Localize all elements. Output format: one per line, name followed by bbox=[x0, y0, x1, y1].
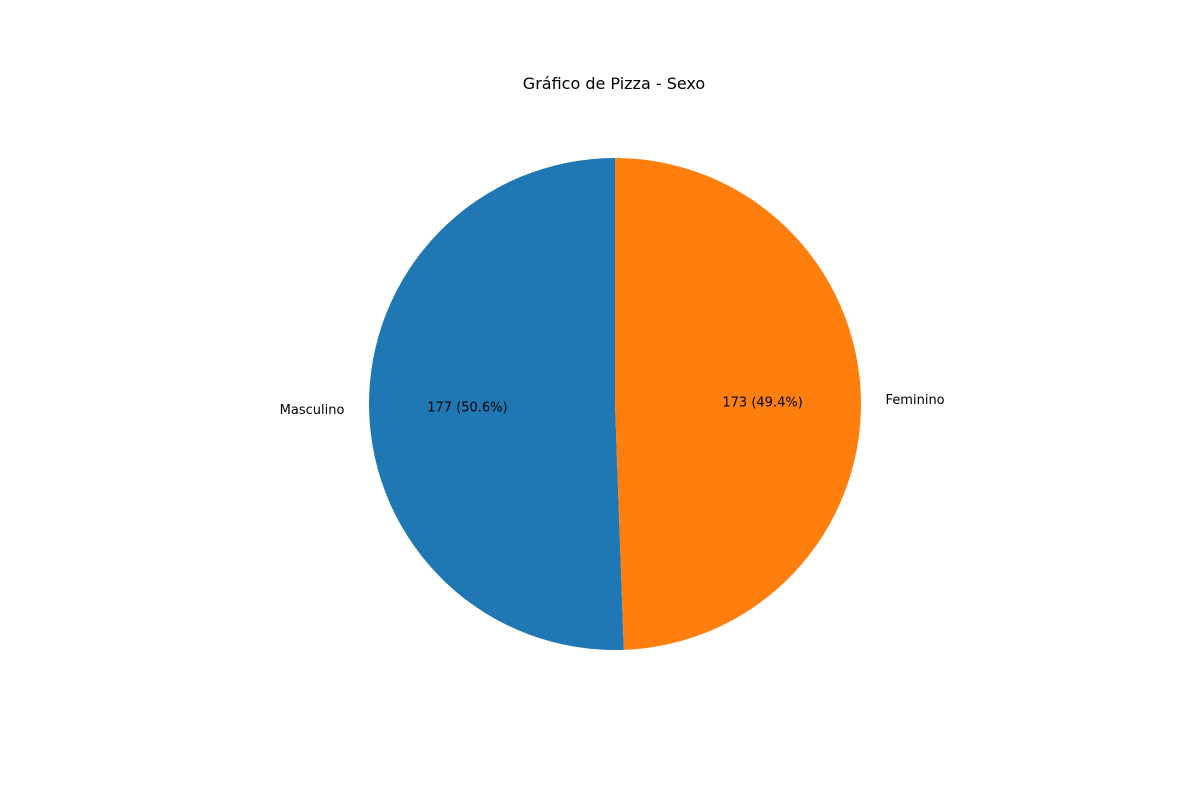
pie-slices bbox=[368, 158, 861, 650]
slice-value-label-masculino: 177 (50.6%) bbox=[427, 401, 507, 416]
pie-slice-masculino bbox=[368, 158, 624, 650]
pie-slice-feminino bbox=[615, 158, 861, 650]
chart-title: Gráfico de Pizza - Sexo bbox=[523, 74, 705, 93]
slice-label-masculino: Masculino bbox=[280, 403, 345, 418]
slice-value-label-feminino: 173 (49.4%) bbox=[722, 395, 802, 410]
pie-labels: Masculino 177 (50.6%) Feminino 173 (49.4%) bbox=[280, 393, 945, 418]
slice-label-feminino: Feminino bbox=[886, 393, 945, 408]
